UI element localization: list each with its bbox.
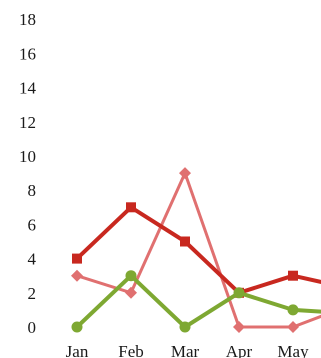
data-point bbox=[72, 253, 82, 264]
data-point bbox=[180, 236, 190, 247]
y-tick-label: 12 bbox=[19, 113, 36, 132]
y-tick-label: 16 bbox=[19, 44, 36, 63]
data-point bbox=[287, 304, 299, 316]
data-point bbox=[71, 321, 83, 333]
series-2 bbox=[71, 270, 321, 333]
y-tick-label: 8 bbox=[28, 181, 37, 200]
series-line bbox=[75, 205, 321, 295]
y-tick-label: 4 bbox=[28, 250, 37, 269]
y-tick-label: 18 bbox=[19, 10, 36, 29]
data-point bbox=[287, 321, 299, 333]
x-tick-label: Jan bbox=[66, 342, 89, 358]
x-tick-label: Mar bbox=[171, 342, 200, 358]
x-tick-label: Feb bbox=[118, 342, 144, 358]
data-point bbox=[125, 270, 137, 282]
y-tick-label: 14 bbox=[19, 79, 37, 98]
data-point bbox=[233, 321, 245, 333]
series-line bbox=[75, 273, 321, 329]
series-1 bbox=[71, 167, 321, 333]
data-point bbox=[179, 167, 191, 180]
y-tick-label: 6 bbox=[28, 215, 37, 234]
series-line bbox=[75, 171, 321, 329]
data-point bbox=[233, 287, 245, 299]
x-axis-ticks: Jan Feb Mar Apr May bbox=[66, 342, 309, 358]
plot-area bbox=[71, 167, 321, 333]
data-point bbox=[288, 270, 298, 281]
y-axis-ticks: 0 2 4 6 8 10 12 14 16 18 bbox=[19, 10, 37, 337]
series-0 bbox=[72, 202, 321, 298]
data-point bbox=[179, 321, 191, 333]
data-point bbox=[125, 286, 137, 299]
y-tick-label: 2 bbox=[28, 284, 37, 303]
y-tick-label: 0 bbox=[28, 318, 37, 337]
y-tick-label: 10 bbox=[19, 147, 36, 166]
data-point bbox=[71, 269, 83, 282]
data-point bbox=[126, 202, 136, 213]
x-tick-label: Apr bbox=[226, 342, 253, 358]
x-tick-label: May bbox=[277, 342, 309, 358]
